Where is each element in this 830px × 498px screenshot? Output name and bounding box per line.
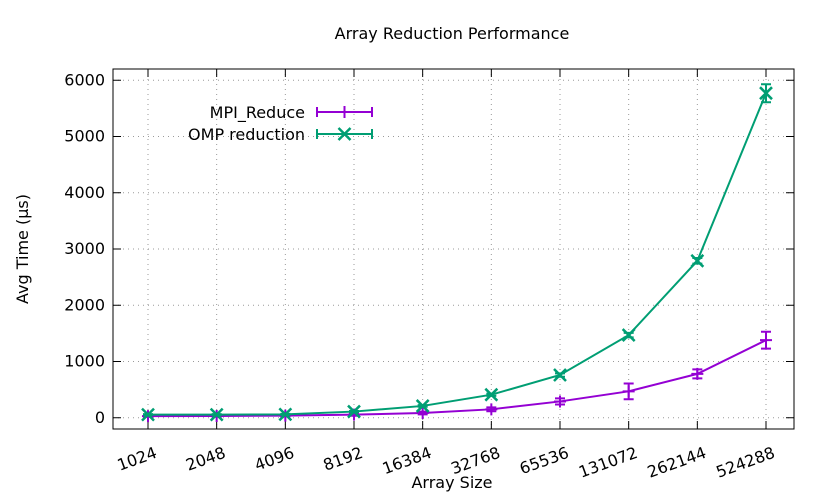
- data-point: [553, 368, 567, 382]
- legend-label-0: MPI_Reduce: [210, 103, 305, 123]
- y-tick-label: 4000: [64, 183, 105, 202]
- y-tick-label: 1000: [64, 352, 105, 371]
- x-tick-label: 524288: [713, 443, 777, 482]
- data-point: [278, 407, 293, 422]
- legend-symbol-1: [316, 127, 373, 141]
- y-tick-label: 0: [95, 408, 105, 427]
- legend-marker: [337, 127, 352, 141]
- data-point: [621, 328, 636, 342]
- data-point: [209, 407, 224, 422]
- data-point: [415, 399, 430, 413]
- data-point: [759, 86, 773, 101]
- data-point: [485, 403, 498, 416]
- y-tick-label: 3000: [64, 239, 105, 258]
- legend-entry-1: OMP reduction: [188, 125, 373, 144]
- series-layer: [141, 83, 773, 423]
- data-point: [416, 406, 429, 419]
- data-point: [622, 385, 635, 398]
- chart-title: Array Reduction Performance: [335, 24, 570, 43]
- legend-errorbar-caps: [316, 129, 373, 139]
- series-1: [141, 83, 773, 422]
- y-tick-label: 2000: [64, 295, 105, 314]
- data-point: [691, 367, 704, 380]
- y-axis-title: Avg Time (µs): [13, 194, 32, 304]
- data-point: [347, 404, 361, 419]
- x-tick-label: 8192: [321, 443, 366, 475]
- series-line: [147, 339, 767, 418]
- x-tick-label: 262144: [645, 443, 709, 482]
- data-point: [484, 387, 499, 402]
- legend-entry-0: MPI_Reduce: [210, 103, 373, 123]
- legend-errorbar-caps: [316, 107, 373, 117]
- data-point: [141, 407, 155, 422]
- legend-label-1: OMP reduction: [188, 125, 305, 144]
- data-point: [760, 334, 772, 347]
- legend-symbol-0: [316, 106, 373, 118]
- data-point: [690, 253, 705, 268]
- x-tick-label: 4096: [252, 443, 297, 475]
- y-tick-label: 6000: [64, 70, 105, 89]
- x-tick-label: 1024: [115, 443, 160, 475]
- x-tick-label: 2048: [183, 443, 228, 475]
- y-tick-label: 5000: [64, 127, 105, 146]
- legend-marker: [338, 106, 351, 118]
- series-line: [148, 92, 767, 416]
- x-tick-label: 131072: [576, 443, 640, 482]
- x-tick-label: 65536: [517, 443, 571, 478]
- y-axis-ticks: 0 1000 2000 3000 4000 5000 6000: [64, 70, 794, 427]
- data-point: [554, 395, 566, 408]
- series-0: [142, 330, 772, 423]
- x-axis-title: Array Size: [411, 473, 492, 492]
- legend: MPI_Reduce OMP reduction: [188, 103, 373, 144]
